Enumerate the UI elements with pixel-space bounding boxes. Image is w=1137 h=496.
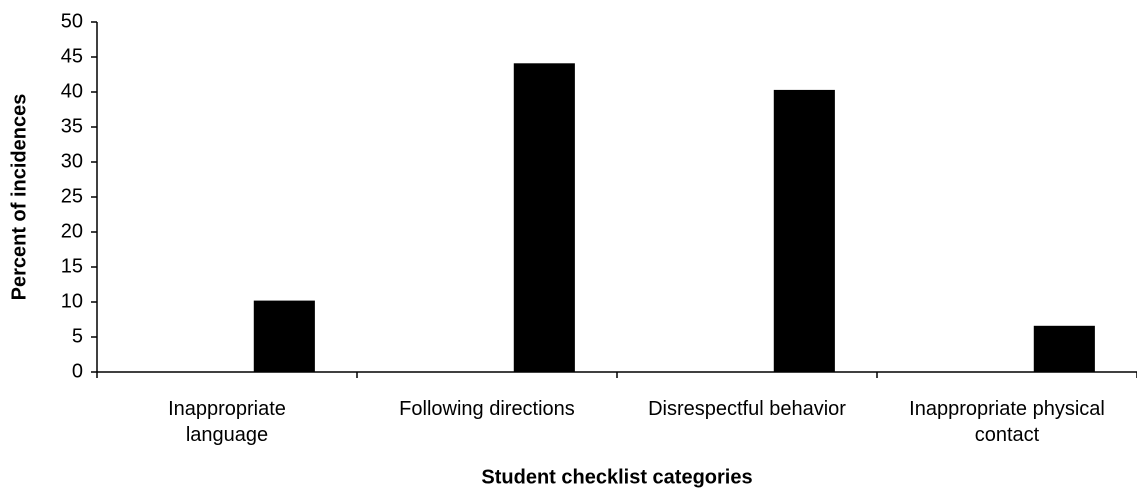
y-tick-label: 0 — [72, 360, 83, 382]
x-tick-label: Disrespectful behavior — [648, 398, 846, 420]
x-tick-label: Following directions — [399, 398, 575, 420]
y-axis-title: Percent of incidences — [8, 94, 30, 301]
x-tick-label: Inappropriate physical contact — [909, 398, 1105, 446]
x-axis-title: Student checklist categories — [481, 466, 752, 488]
bar — [253, 300, 315, 372]
y-tick-label: 40 — [61, 80, 83, 102]
y-tick-label: 20 — [61, 220, 83, 242]
bar — [773, 89, 835, 373]
y-tick-label: 45 — [61, 45, 83, 67]
x-tick-label: Inappropriate language — [168, 398, 286, 446]
y-tick-label: 35 — [61, 115, 83, 137]
y-tick-label: 15 — [61, 255, 83, 277]
y-tick-label: 10 — [61, 290, 83, 312]
bar — [1033, 325, 1095, 372]
y-tick-label: 5 — [72, 325, 83, 347]
y-tick-label: 25 — [61, 185, 83, 207]
y-tick-label: 30 — [61, 150, 83, 172]
y-tick-label: 50 — [61, 10, 83, 32]
bar — [513, 63, 575, 373]
